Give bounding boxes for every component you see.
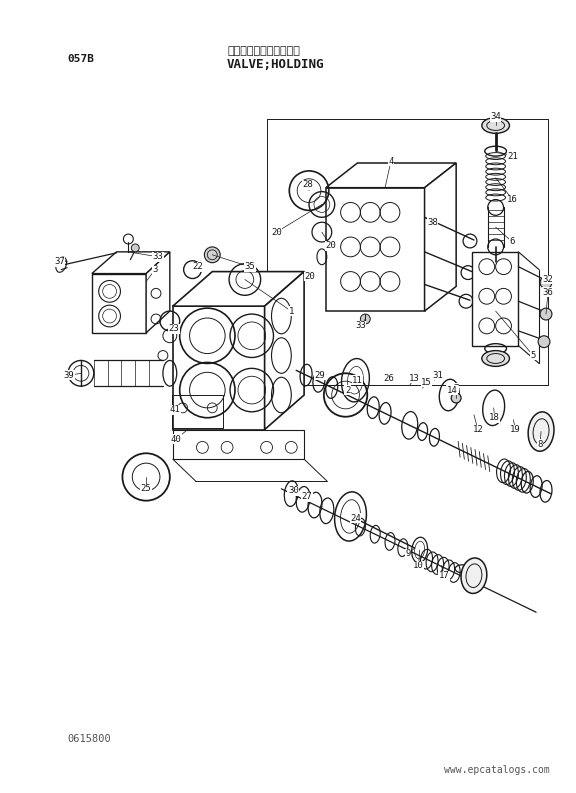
Text: 31: 31	[432, 371, 443, 380]
Text: 5: 5	[530, 351, 536, 360]
Text: 7: 7	[453, 384, 459, 393]
Text: 37: 37	[54, 257, 65, 266]
Ellipse shape	[361, 314, 370, 324]
Text: 30: 30	[288, 486, 298, 496]
Text: 14: 14	[447, 385, 457, 395]
Text: 1: 1	[289, 307, 294, 316]
Ellipse shape	[540, 308, 552, 320]
Text: 38: 38	[427, 218, 438, 227]
Ellipse shape	[482, 351, 509, 366]
Text: バルブ：ホールディング: バルブ：ホールディング	[227, 47, 300, 56]
Text: 4: 4	[388, 156, 393, 166]
Text: 17: 17	[439, 571, 450, 580]
Text: 34: 34	[490, 112, 501, 121]
Ellipse shape	[131, 244, 139, 252]
Ellipse shape	[540, 277, 552, 289]
Text: 41: 41	[169, 405, 180, 414]
Text: VALVE;HOLDING: VALVE;HOLDING	[227, 58, 325, 71]
Text: 20: 20	[325, 241, 336, 251]
Text: 13: 13	[410, 374, 420, 383]
Polygon shape	[92, 274, 146, 333]
Ellipse shape	[204, 247, 220, 262]
Text: 39: 39	[64, 371, 74, 380]
Text: 12: 12	[472, 425, 483, 434]
Text: 8: 8	[537, 440, 543, 449]
Text: 25: 25	[141, 485, 151, 493]
Text: 057B: 057B	[67, 55, 94, 64]
Text: 18: 18	[489, 413, 500, 422]
Text: 15: 15	[421, 377, 432, 387]
Text: 33: 33	[153, 252, 164, 261]
Text: 19: 19	[510, 425, 521, 434]
Text: 9: 9	[405, 550, 411, 558]
Text: 11: 11	[352, 376, 363, 385]
Text: 22: 22	[192, 262, 203, 271]
Text: 29: 29	[314, 371, 325, 380]
Polygon shape	[425, 163, 456, 311]
Polygon shape	[146, 252, 170, 333]
Polygon shape	[472, 252, 518, 346]
Polygon shape	[92, 252, 170, 274]
Text: 20: 20	[305, 272, 316, 281]
Text: 32: 32	[543, 275, 554, 284]
Text: 26: 26	[384, 374, 395, 383]
Circle shape	[158, 351, 168, 361]
Text: 23: 23	[168, 324, 179, 333]
Ellipse shape	[482, 117, 509, 133]
Text: 35: 35	[244, 262, 255, 271]
Polygon shape	[264, 271, 304, 430]
Text: 3: 3	[152, 265, 158, 274]
Polygon shape	[173, 430, 304, 459]
Text: 40: 40	[170, 435, 181, 444]
Polygon shape	[173, 306, 264, 430]
Text: 20: 20	[271, 228, 282, 236]
Text: 24: 24	[350, 514, 361, 523]
Text: 27: 27	[302, 492, 312, 501]
Circle shape	[451, 393, 461, 403]
Ellipse shape	[461, 558, 487, 593]
Polygon shape	[173, 271, 304, 306]
Text: 6: 6	[510, 237, 515, 247]
Text: 21: 21	[507, 151, 518, 160]
Ellipse shape	[528, 412, 554, 451]
Text: 36: 36	[543, 288, 554, 297]
Polygon shape	[326, 163, 456, 188]
Text: 10: 10	[413, 561, 424, 570]
Text: www.epcatalogs.com: www.epcatalogs.com	[444, 765, 550, 776]
Polygon shape	[326, 188, 425, 311]
Text: 0615800: 0615800	[67, 734, 111, 744]
Text: 28: 28	[302, 180, 313, 190]
Ellipse shape	[538, 335, 550, 347]
Text: 2: 2	[345, 385, 350, 395]
Text: 33: 33	[355, 321, 366, 331]
Text: 16: 16	[507, 195, 518, 204]
